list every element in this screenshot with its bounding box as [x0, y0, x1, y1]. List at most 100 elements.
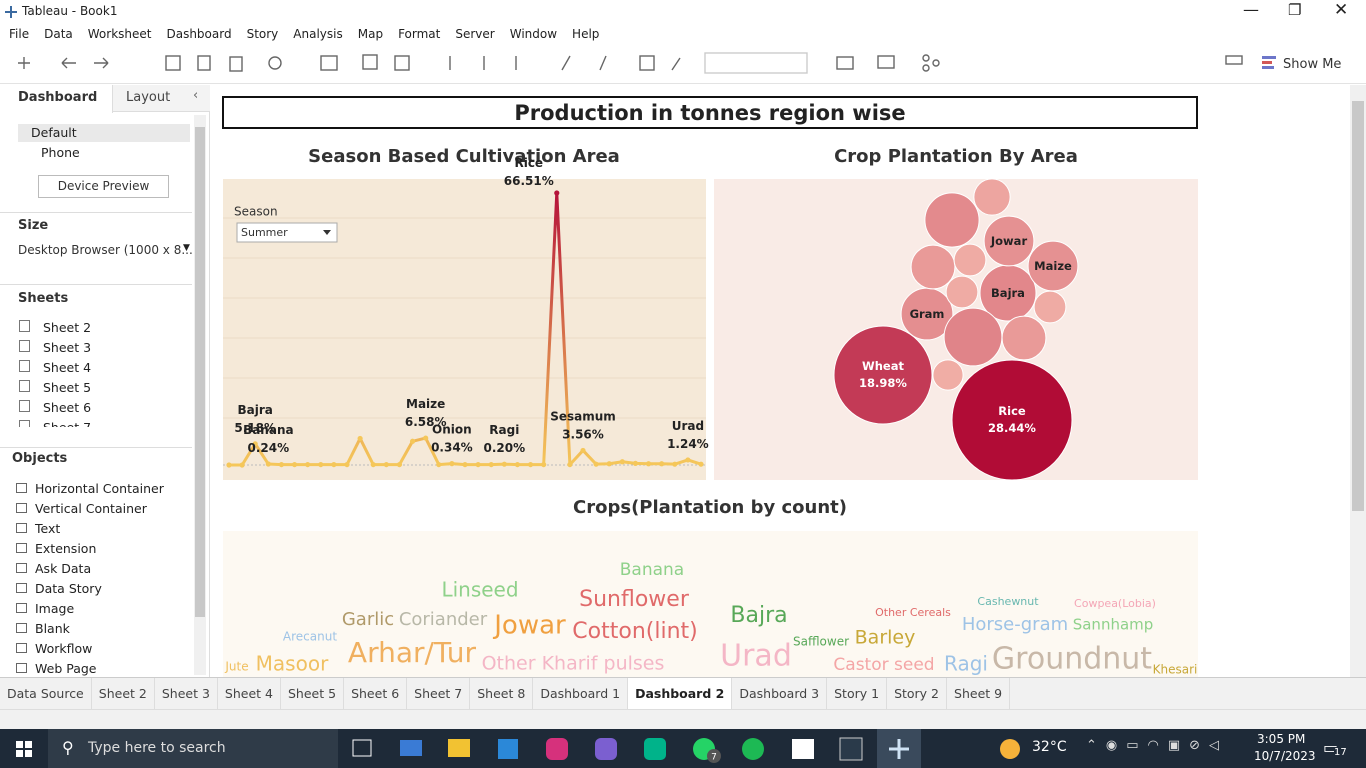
start[interactable]	[16, 741, 32, 757]
size-value[interactable]: Desktop Browser (1000 x 8...	[18, 243, 193, 257]
word[interactable]: Other Kharif pulses	[482, 653, 665, 675]
bubble[interactable]	[953, 243, 987, 277]
app[interactable]	[792, 739, 814, 759]
device-preview[interactable]: Device Preview	[38, 175, 169, 198]
sheet-tab[interactable]: Dashboard 3	[732, 678, 828, 709]
menu-item[interactable]: Analysis	[293, 27, 343, 41]
object-name[interactable]: Image	[35, 601, 75, 616]
menu-item[interactable]: Server	[455, 27, 495, 41]
point[interactable]	[554, 190, 560, 196]
sheet-tab[interactable]: Sheet 5	[281, 678, 345, 709]
point[interactable]	[567, 461, 573, 468]
app[interactable]	[448, 739, 470, 757]
word[interactable]: Barley	[855, 627, 916, 649]
menu-item[interactable]: Map	[357, 27, 384, 41]
word[interactable]: Jowar	[492, 611, 566, 641]
restore[interactable]: ❐	[1288, 1, 1302, 19]
object-item[interactable]: Text	[0, 520, 180, 540]
clock-time[interactable]: 3:05 PM	[1257, 732, 1306, 746]
app[interactable]	[839, 737, 863, 761]
word[interactable]: Safflower	[793, 635, 849, 649]
point[interactable]	[632, 460, 639, 466]
word[interactable]: Coriander	[399, 609, 488, 630]
clock-date[interactable]: 10/7/2023	[1254, 749, 1316, 763]
sheet-name[interactable]: Sheet 3	[43, 340, 92, 355]
object-name[interactable]: Workflow	[35, 641, 93, 656]
sheet-tab[interactable]: Sheet 8	[470, 678, 534, 709]
object-item[interactable]: Workflow	[0, 640, 180, 660]
word[interactable]: Urad	[720, 639, 792, 674]
point[interactable]	[226, 462, 232, 468]
point[interactable]	[423, 435, 429, 441]
word[interactable]: Sunflower	[579, 587, 690, 612]
sheet-name[interactable]: Sheet 2	[43, 320, 92, 335]
word[interactable]: Horse-gram	[962, 614, 1068, 635]
point[interactable]	[383, 461, 389, 468]
point[interactable]	[698, 461, 704, 467]
bubble[interactable]	[973, 178, 1011, 216]
menu-item[interactable]: Format	[398, 27, 441, 41]
point[interactable]	[449, 461, 455, 467]
bubble[interactable]	[932, 359, 964, 391]
object-name[interactable]: Text	[35, 521, 61, 536]
device[interactable]: Default	[31, 125, 77, 140]
object-name[interactable]: Ask Data	[35, 561, 92, 576]
word[interactable]: Masoor	[256, 652, 329, 676]
point[interactable]	[541, 461, 547, 468]
point[interactable]	[514, 461, 521, 468]
word[interactable]: Castor seed	[833, 655, 934, 675]
point[interactable]	[462, 461, 468, 468]
filter-dropdown[interactable]	[236, 222, 338, 243]
word[interactable]: Ragi	[944, 652, 988, 676]
dropdown-arrow[interactable]	[323, 230, 331, 235]
sheet-item[interactable]: Sheet 5	[0, 379, 190, 399]
point[interactable]	[265, 461, 271, 467]
device[interactable]: Phone	[41, 145, 80, 160]
point[interactable]	[580, 447, 586, 454]
object-item[interactable]: Ask Data	[0, 560, 180, 580]
point[interactable]	[239, 462, 245, 468]
object-name[interactable]: Vertical Container	[35, 501, 147, 516]
sheet-name[interactable]: Sheet 6	[43, 400, 92, 415]
bubble[interactable]	[943, 307, 1003, 367]
word[interactable]: Garlic	[342, 609, 394, 630]
word[interactable]: Khesari	[1153, 663, 1198, 677]
point[interactable]	[593, 461, 599, 467]
menu-item[interactable]: Worksheet	[87, 27, 152, 41]
point[interactable]	[527, 461, 534, 468]
sheet-item[interactable]: Sheet 6	[0, 399, 190, 419]
sheet-tab[interactable]: Story 2	[887, 678, 948, 709]
word[interactable]: Other Cereals	[875, 606, 951, 619]
app[interactable]	[400, 740, 422, 756]
object-item[interactable]: Image	[0, 600, 180, 620]
panel-tab[interactable]: Dashboard	[18, 90, 98, 105]
point[interactable]	[659, 461, 665, 467]
sheet-tab[interactable]: Dashboard 1	[533, 678, 629, 709]
point[interactable]	[278, 461, 285, 468]
word[interactable]: Cashewnut	[977, 595, 1039, 608]
object-name[interactable]: Data Story	[35, 581, 102, 596]
sheet-item[interactable]: Sheet 7	[0, 419, 190, 427]
point[interactable]	[606, 461, 612, 467]
word[interactable]: Groundnut	[992, 642, 1152, 677]
sheet-tab[interactable]: Data Source	[0, 678, 92, 709]
word[interactable]: Bajra	[730, 603, 787, 628]
point[interactable]	[436, 461, 442, 468]
word[interactable]: Linseed	[441, 578, 518, 602]
app[interactable]	[742, 738, 764, 760]
point[interactable]	[344, 461, 350, 468]
menu-item[interactable]: File	[9, 27, 30, 41]
bubble[interactable]	[833, 325, 933, 425]
object-item[interactable]: Data Story	[0, 580, 180, 600]
point[interactable]	[305, 461, 311, 468]
sheet-name[interactable]: Sheet 5	[43, 380, 92, 395]
point[interactable]	[331, 461, 337, 468]
menu-item[interactable]: Data	[44, 27, 73, 41]
object-item[interactable]: Vertical Container	[0, 500, 180, 520]
point[interactable]	[488, 461, 494, 468]
point[interactable]	[252, 441, 258, 447]
scrollbar[interactable]	[1350, 85, 1366, 677]
word[interactable]: Arhar/Tur	[348, 636, 477, 669]
scrollbar[interactable]	[194, 115, 206, 675]
app[interactable]	[644, 738, 666, 760]
